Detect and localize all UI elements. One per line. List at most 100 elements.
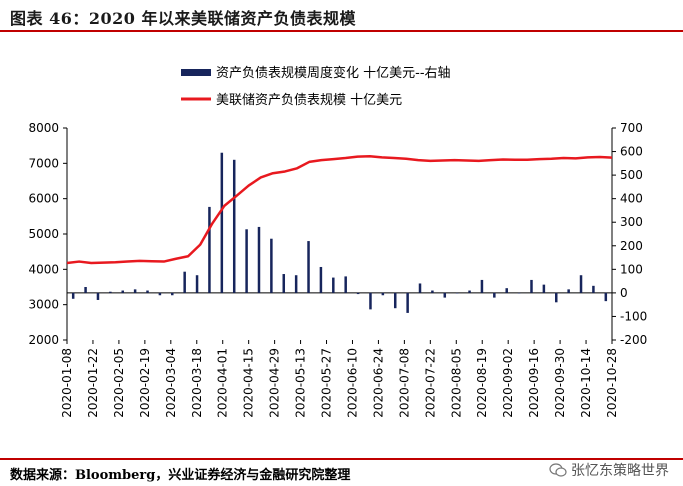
y-left-tick-label: 6000 xyxy=(28,192,59,206)
x-tick-label: 2020-07-08 xyxy=(397,348,411,418)
bar xyxy=(406,292,409,313)
x-tick-label: 2020-06-24 xyxy=(371,348,385,418)
legend: 资产负债表规模周度变化 十亿美元--右轴 美联储资产负债表规模 十亿美元 xyxy=(181,65,451,108)
bar xyxy=(517,292,521,294)
y-right-tick-label: 300 xyxy=(620,215,643,229)
bar xyxy=(294,275,298,293)
fed-balance-line xyxy=(66,155,613,265)
bar xyxy=(455,292,459,294)
bar xyxy=(307,241,310,293)
y-left-tick-label: 3000 xyxy=(28,298,59,312)
bar xyxy=(418,283,422,293)
x-tick-label: 2020-02-05 xyxy=(112,348,126,418)
y-right-tick-label: 500 xyxy=(620,168,643,182)
bar xyxy=(505,288,508,293)
bar xyxy=(431,290,434,293)
y-right-tick-label: 700 xyxy=(620,121,643,135)
legend-label-bar: 资产负债表规模周度变化 十亿美元--右轴 xyxy=(216,65,451,81)
bar xyxy=(257,226,261,293)
bar xyxy=(567,289,570,293)
y-left-tick-label: 7000 xyxy=(28,156,59,170)
bar xyxy=(530,279,533,293)
bar xyxy=(121,290,124,293)
legend-label-line: 美联储资产负债表规模 十亿美元 xyxy=(216,93,402,108)
x-tick-label: 2020-05-27 xyxy=(320,348,334,418)
x-tick-label: 2020-10-14 xyxy=(579,348,593,418)
y-right-tick-label: -200 xyxy=(620,333,647,347)
bar xyxy=(604,292,608,302)
x-tick-label: 2020-08-05 xyxy=(449,348,463,418)
watermark-text: 张忆东策略世界 xyxy=(571,463,669,479)
bar xyxy=(592,285,595,293)
y-right-tick-label: 100 xyxy=(620,262,643,276)
bar xyxy=(369,292,372,310)
x-tick-label: 2020-03-04 xyxy=(164,348,178,418)
bar xyxy=(146,290,149,293)
x-tick-label: 2020-04-01 xyxy=(216,348,230,418)
source-note: 数据来源：Bloomberg，兴业证券经济与金融研究院整理 xyxy=(10,468,351,483)
x-tick-label: 2020-01-22 xyxy=(86,348,100,418)
bar xyxy=(84,287,87,293)
x-tick-label: 2020-01-08 xyxy=(60,348,74,418)
legend-swatch-bar xyxy=(181,69,211,76)
bar xyxy=(443,292,447,298)
bar xyxy=(468,290,471,293)
bar xyxy=(356,292,360,295)
bar xyxy=(220,152,224,293)
title-bar: 图表 46：2020 年以来美联储资产负债表规模 xyxy=(0,0,683,32)
bar xyxy=(245,229,248,293)
x-tick-label: 2020-03-18 xyxy=(190,348,204,418)
bar xyxy=(171,292,174,296)
y-left-tick-label: 8000 xyxy=(28,121,59,135)
axes xyxy=(63,127,616,344)
watermark: 张忆东策略世界 xyxy=(549,460,669,480)
bar xyxy=(493,292,496,298)
bar xyxy=(183,271,186,293)
x-tick-label: 2020-09-16 xyxy=(527,348,541,418)
y-left-tick-label: 2000 xyxy=(28,333,59,347)
source-bar: 数据来源：Bloomberg，兴业证券经济与金融研究院整理 张忆东策略世界 xyxy=(0,458,683,486)
x-tick-label: 2020-05-13 xyxy=(294,348,308,418)
bar xyxy=(109,291,112,293)
x-tick-label: 2020-09-02 xyxy=(501,348,515,418)
y-left-tick-label: 5000 xyxy=(28,227,59,241)
y-right-tick-label: 600 xyxy=(620,145,643,159)
chart: 资产负债表规模周度变化 十亿美元--右轴 美联储资产负债表规模 十亿美元 200… xyxy=(28,65,647,418)
bar xyxy=(344,276,347,293)
bar xyxy=(195,275,199,293)
line-series xyxy=(66,155,613,265)
bar xyxy=(381,292,385,296)
y-right-tick-label: 400 xyxy=(620,192,643,206)
x-tick-label: 2020-04-15 xyxy=(242,348,256,418)
bar xyxy=(133,289,137,293)
bar xyxy=(393,292,397,309)
y-right-tick-label: 0 xyxy=(620,286,628,300)
bar xyxy=(480,279,484,293)
bar xyxy=(158,292,162,296)
bar xyxy=(332,277,335,293)
x-tick-label: 2020-06-10 xyxy=(345,348,359,418)
y-left-tick-label: 4000 xyxy=(28,262,59,276)
bar xyxy=(232,159,236,293)
bar xyxy=(270,238,273,293)
bar xyxy=(208,206,211,293)
bar xyxy=(555,292,558,303)
x-tick-label: 2020-08-19 xyxy=(475,348,489,418)
x-tick-label: 2020-10-28 xyxy=(605,348,619,418)
tick-labels: 2000 3000 4000 5000 6000 7000 8000 -200 -100 0 100… xyxy=(28,121,647,418)
bar-series xyxy=(71,152,608,313)
y-right-tick-label: 200 xyxy=(620,239,643,253)
bar xyxy=(579,275,583,293)
bar xyxy=(319,266,323,293)
x-tick-label: 2020-02-19 xyxy=(138,348,152,418)
bar xyxy=(71,292,75,299)
wechat-icon xyxy=(549,463,567,477)
x-tick-label: 2020-07-22 xyxy=(423,348,437,418)
bar xyxy=(282,274,286,293)
y-right-tick-label: -100 xyxy=(620,309,647,323)
bar xyxy=(542,284,546,293)
chart-title: 图表 46：2020 年以来美联储资产负债表规模 xyxy=(10,9,356,28)
x-tick-label: 2020-04-29 xyxy=(268,348,282,418)
bar xyxy=(96,292,100,300)
x-tick-label: 2020-09-30 xyxy=(553,348,567,418)
